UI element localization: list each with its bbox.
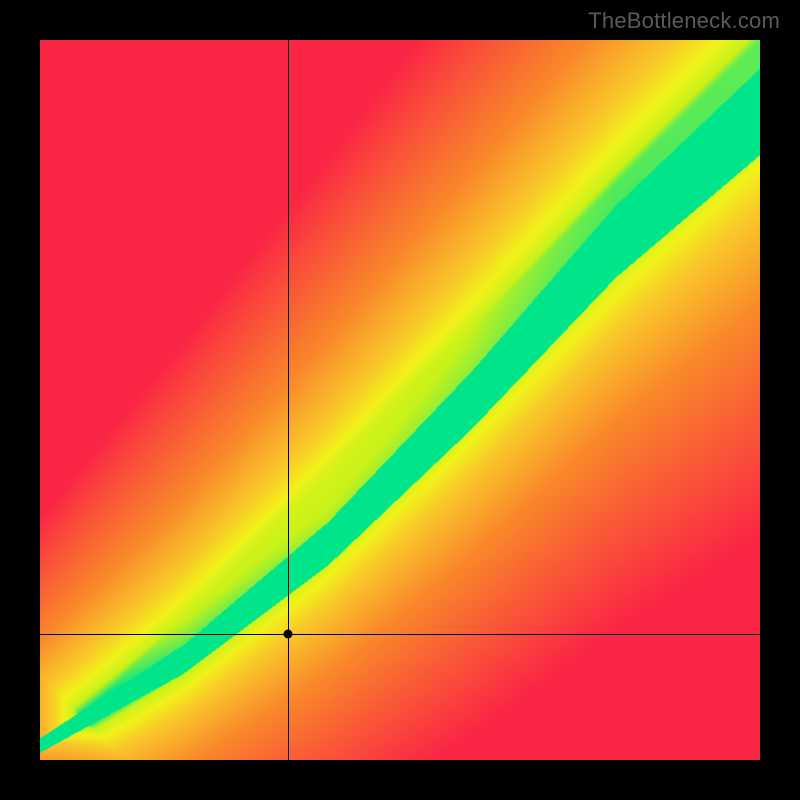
watermark-text: TheBottleneck.com: [588, 8, 780, 34]
crosshair-horizontal: [40, 634, 760, 635]
crosshair-marker: [284, 630, 293, 639]
heatmap-canvas: [40, 40, 760, 760]
crosshair-vertical: [288, 40, 289, 760]
heatmap-plot: [40, 40, 760, 760]
